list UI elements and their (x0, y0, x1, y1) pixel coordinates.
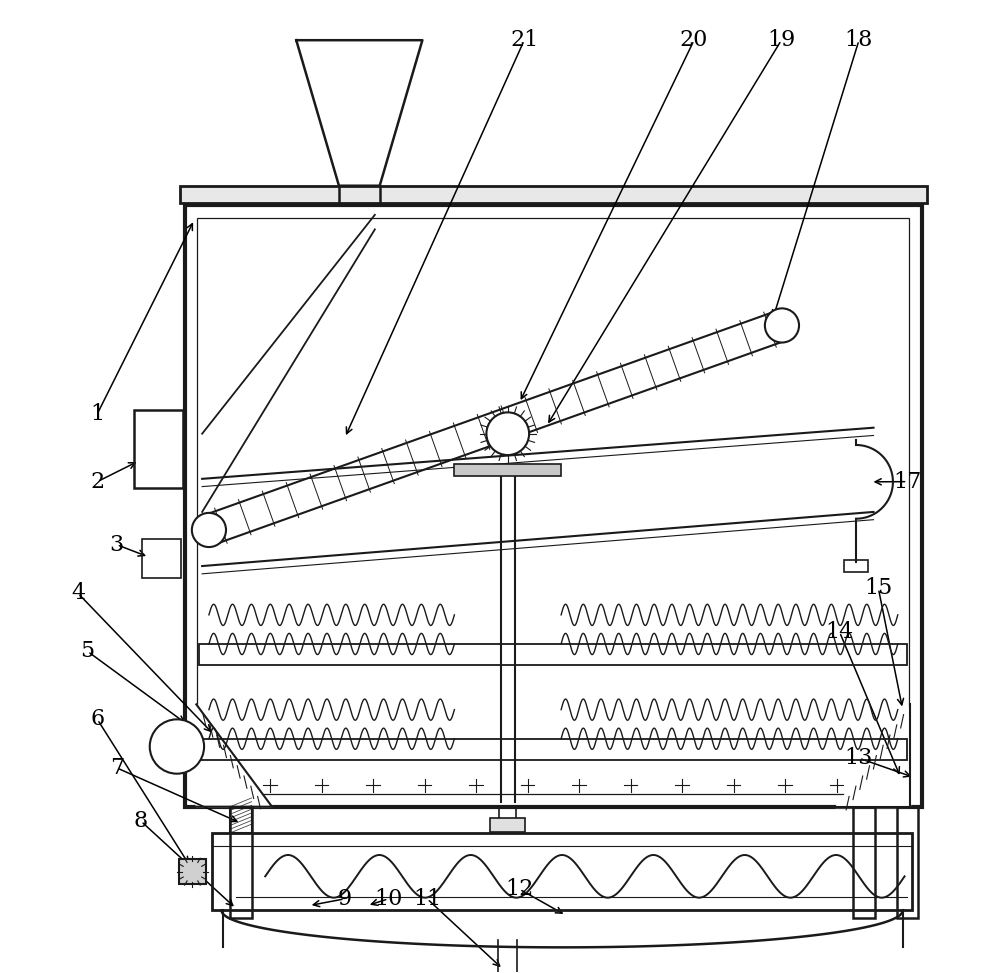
Bar (454, 464, 561, 477)
Text: 4: 4 (71, 582, 85, 604)
Text: 18: 18 (845, 29, 873, 52)
Bar (179, 859, 206, 884)
Text: 17: 17 (893, 471, 922, 492)
Text: 9: 9 (338, 887, 352, 910)
Text: 14: 14 (825, 621, 854, 643)
Text: 15: 15 (864, 577, 893, 599)
Bar (142, 539, 181, 578)
Polygon shape (196, 704, 272, 807)
Bar (134, 411, 183, 487)
Polygon shape (296, 40, 422, 186)
Polygon shape (835, 704, 910, 807)
Text: 11: 11 (413, 887, 441, 910)
Text: 5: 5 (81, 640, 95, 663)
Text: 6: 6 (90, 708, 104, 731)
Text: 2: 2 (90, 471, 104, 492)
Bar (199, 644, 907, 666)
Bar (230, 807, 252, 833)
Bar (212, 833, 912, 911)
Bar (185, 205, 922, 807)
Text: 3: 3 (110, 534, 124, 556)
Bar (853, 807, 875, 919)
Bar (230, 807, 252, 919)
Text: 13: 13 (845, 747, 873, 770)
Text: 12: 12 (505, 879, 534, 900)
Bar (897, 807, 918, 919)
Text: 1: 1 (90, 403, 104, 425)
Bar (490, 818, 525, 832)
Bar (844, 560, 868, 572)
Circle shape (765, 308, 799, 342)
Text: 8: 8 (134, 811, 148, 832)
Circle shape (150, 719, 204, 774)
Text: 10: 10 (374, 887, 403, 910)
Circle shape (192, 513, 226, 547)
Bar (180, 186, 927, 203)
Bar (199, 739, 907, 760)
Text: 7: 7 (110, 757, 124, 778)
Text: 20: 20 (680, 29, 708, 52)
Text: 21: 21 (510, 29, 538, 52)
Polygon shape (204, 310, 787, 545)
Text: 19: 19 (767, 29, 795, 52)
Circle shape (486, 413, 529, 455)
Bar (197, 218, 909, 794)
